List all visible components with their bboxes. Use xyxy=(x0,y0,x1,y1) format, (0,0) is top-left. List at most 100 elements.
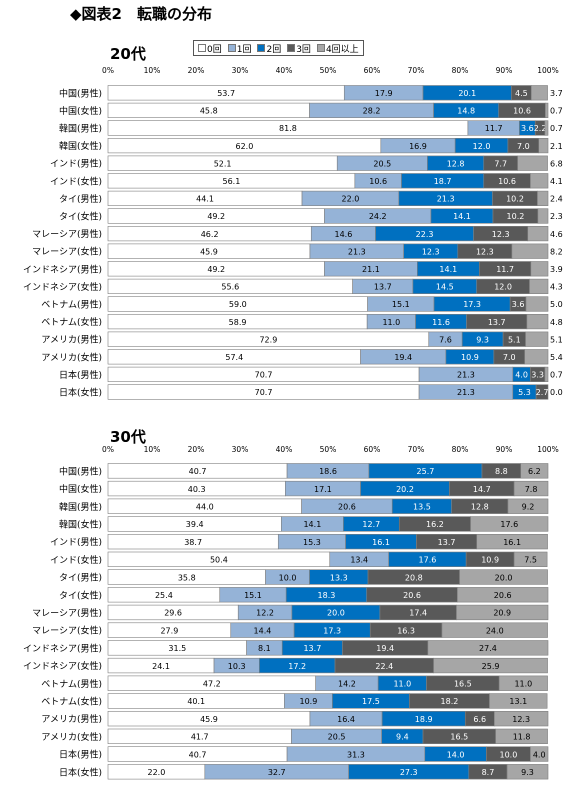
data-label: 14.0 xyxy=(447,750,465,759)
legend-swatch xyxy=(198,44,206,52)
bar-segment xyxy=(529,278,549,295)
category-label: アメリカ(男性) xyxy=(41,334,102,346)
data-label: 13.7 xyxy=(374,283,392,292)
data-label: 14.8 xyxy=(457,107,475,116)
data-label: 40.7 xyxy=(189,467,207,476)
data-label: 2.2 xyxy=(534,124,547,133)
x-tick-label: 30% xyxy=(232,445,249,454)
data-label: 13.7 xyxy=(438,538,456,547)
data-label: 18.9 xyxy=(415,715,433,724)
data-label: 19.4 xyxy=(394,353,412,362)
legend-item: 0回 xyxy=(198,42,222,55)
data-label: 72.9 xyxy=(259,335,277,344)
bar-segment xyxy=(530,173,549,189)
bar-segment xyxy=(457,587,549,603)
data-label: 12.3 xyxy=(492,230,510,239)
data-label: 10.9 xyxy=(481,556,499,565)
data-label: 0.7 xyxy=(550,107,563,116)
data-label: 17.4 xyxy=(409,609,427,618)
x-tick-label: 100% xyxy=(537,66,558,75)
data-label: 17.5 xyxy=(362,697,380,706)
category-label: マレーシア(男性) xyxy=(32,228,102,240)
data-label: 59.0 xyxy=(229,300,247,309)
category-label: ベトナム(女性) xyxy=(41,316,102,328)
bar-segment xyxy=(494,710,549,727)
data-label: 20.8 xyxy=(405,573,423,582)
data-label: 3.3 xyxy=(531,371,544,380)
data-label: 38.7 xyxy=(184,538,202,547)
category-label: マレーシア(男性) xyxy=(32,607,102,619)
data-label: 12.3 xyxy=(422,247,440,256)
x-tick-label: 50% xyxy=(320,445,337,454)
data-label: 6.6 xyxy=(473,715,486,724)
data-label: 12.7 xyxy=(362,520,380,529)
bar-segment xyxy=(517,155,548,171)
data-label: 16.1 xyxy=(503,538,521,547)
bar-segment xyxy=(527,226,549,242)
data-label: 4.3 xyxy=(550,283,563,292)
data-label: 17.9 xyxy=(375,89,393,98)
legend-item: 4回以上 xyxy=(316,42,359,55)
data-label: 12.0 xyxy=(494,283,512,292)
bar-segment xyxy=(513,551,548,567)
data-label: 14.1 xyxy=(303,520,321,529)
bar-segment xyxy=(459,569,548,585)
data-label: 7.0 xyxy=(503,353,516,362)
data-label: 15.3 xyxy=(303,538,321,547)
data-label: 14.5 xyxy=(436,283,454,292)
data-label: 10.0 xyxy=(499,750,517,759)
data-label: 4.8 xyxy=(550,318,563,327)
category-label: インドネシア(男性) xyxy=(23,263,102,275)
data-label: 45.8 xyxy=(200,107,218,116)
data-label: 18.3 xyxy=(318,591,336,600)
bar-segment xyxy=(520,463,549,479)
data-label: 16.2 xyxy=(426,520,444,529)
data-label: 20.6 xyxy=(338,502,356,511)
data-label: 20.5 xyxy=(328,733,346,742)
category-label: 韓国(女性) xyxy=(59,140,102,152)
data-label: 29.6 xyxy=(164,609,182,618)
data-label: 6.2 xyxy=(528,467,541,476)
bar-segment xyxy=(456,604,549,621)
data-label: 27.3 xyxy=(400,768,418,777)
x-tick-label: 10% xyxy=(144,445,161,454)
data-label: 21.3 xyxy=(348,247,366,256)
data-label: 16.5 xyxy=(450,733,468,742)
data-label: 25.4 xyxy=(155,591,173,600)
legend-swatch xyxy=(287,44,296,52)
category-label: マレーシア(女性) xyxy=(32,625,102,637)
x-tick-label: 10% xyxy=(144,66,161,75)
data-label: 14.1 xyxy=(439,265,457,274)
legend-item: 3回 xyxy=(287,42,311,55)
data-label: 20.6 xyxy=(403,591,421,600)
data-label: 44.0 xyxy=(196,502,214,511)
data-label: 18.6 xyxy=(319,467,337,476)
data-label: 17.6 xyxy=(419,556,437,565)
bar-segment xyxy=(544,120,549,136)
data-label: 16.3 xyxy=(397,626,415,635)
data-label: 22.3 xyxy=(416,230,434,239)
category-label: タイ(男性) xyxy=(59,572,102,584)
x-tick-label: 60% xyxy=(364,66,381,75)
bar-segment xyxy=(535,384,549,400)
data-label: 81.8 xyxy=(279,124,297,133)
data-label: 7.6 xyxy=(439,335,452,344)
bar-segment xyxy=(525,331,549,347)
x-tick-label: 30% xyxy=(232,66,249,75)
data-label: 12.2 xyxy=(256,609,274,618)
data-label: 19.4 xyxy=(376,644,394,653)
category-label: インド(男性) xyxy=(50,536,102,548)
data-label: 24.0 xyxy=(486,626,504,635)
data-label: 24.2 xyxy=(369,212,387,221)
data-label: 25.7 xyxy=(417,467,435,476)
data-label: 2.4 xyxy=(550,195,563,204)
data-label: 5.3 xyxy=(518,388,531,397)
data-label: 5.4 xyxy=(550,353,563,362)
data-label: 17.6 xyxy=(500,520,518,529)
data-label: 3.7 xyxy=(550,89,563,98)
data-label: 10.9 xyxy=(300,697,318,706)
chart-title: 20代 xyxy=(110,45,146,63)
data-label: 21.1 xyxy=(362,265,380,274)
data-label: 7.0 xyxy=(517,142,530,151)
data-label: 20.6 xyxy=(494,591,512,600)
